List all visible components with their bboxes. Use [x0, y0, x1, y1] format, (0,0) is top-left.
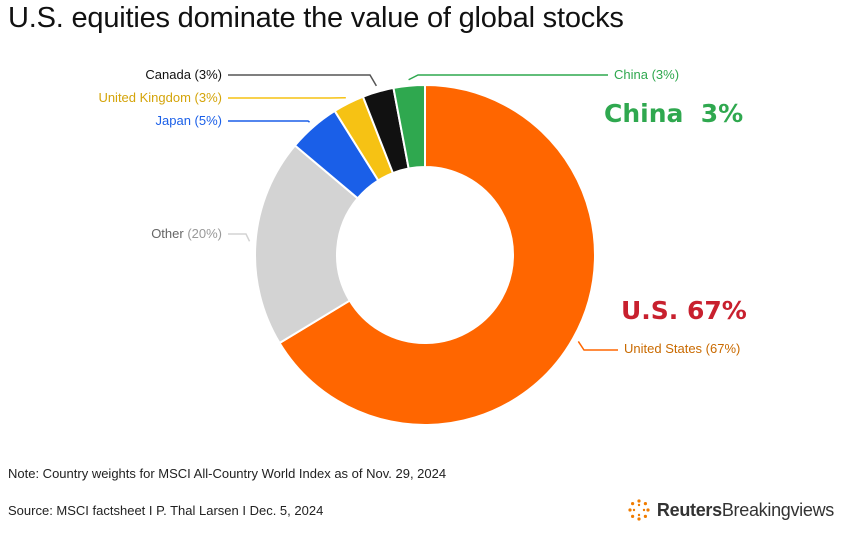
annotation-us: U.S. 67%	[621, 296, 747, 325]
leader-line-japan	[228, 120, 311, 123]
slice-united-states	[278, 83, 596, 426]
chart-source: Source: MSCI factsheet I P. Thal Larsen …	[8, 503, 324, 518]
chart-note: Note: Country weights for MSCI All-Count…	[8, 466, 447, 481]
reuters-logo-icon	[628, 499, 650, 521]
slice-label-other: Other (20%)	[151, 226, 222, 241]
brand-primary: Reuters	[656, 499, 722, 520]
leader-line-canada	[228, 74, 378, 87]
slice-label-china: China (3%)	[614, 67, 679, 82]
donut-chart: United States (67%) Other (20%) Japan (5%)…	[98, 67, 747, 426]
chart-title: U.S. equities dominate the value of glob…	[8, 2, 624, 34]
slice-label-united-states: United States (67%)	[624, 341, 740, 356]
slice-label-canada: Canada (3%)	[145, 67, 222, 82]
brand-secondary: Breakingviews	[721, 499, 834, 520]
reuters-breakingviews-logo: Reuters Breakingviews	[627, 498, 834, 522]
leader-line-other	[228, 233, 251, 242]
leader-line-united-states	[577, 341, 618, 351]
slice-label-united-kingdom: United Kingdom (3%)	[98, 90, 222, 105]
slice-label-japan: Japan (5%)	[156, 113, 222, 128]
slice-other	[254, 144, 360, 345]
leader-line-china	[408, 74, 608, 81]
slice-china	[392, 83, 426, 170]
annotation-china: China 3%	[604, 99, 743, 128]
